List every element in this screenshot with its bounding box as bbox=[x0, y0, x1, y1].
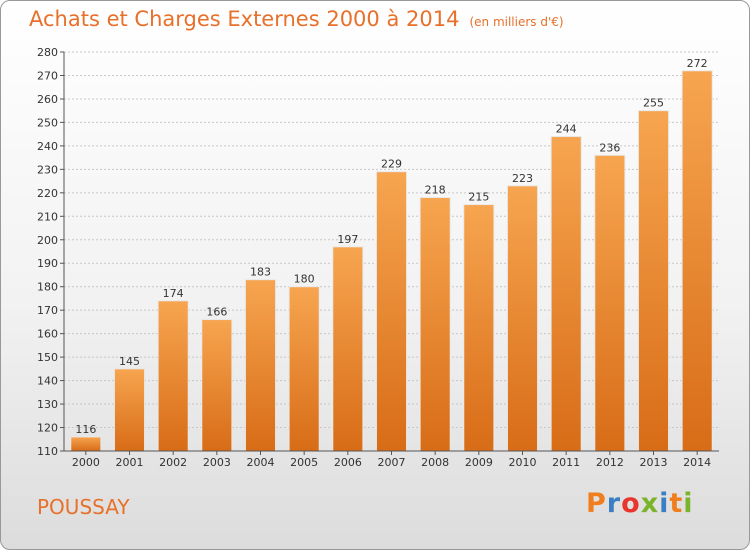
axes: 110 120 130 140 150 160 170 180 190 200 210 220 230 2… bbox=[37, 46, 719, 469]
x-tick-label: 2007 bbox=[378, 456, 406, 469]
chart-title: Achats et Charges Externes 2000 à 2014 bbox=[29, 7, 460, 31]
x-tick-label: 2000 bbox=[72, 456, 100, 469]
data-label: 180 bbox=[294, 273, 315, 286]
y-tick-label: 240 bbox=[37, 140, 58, 153]
x-tick-label: 2003 bbox=[203, 456, 231, 469]
x-tick-label: 2011 bbox=[552, 456, 580, 469]
bar-2000 bbox=[70, 436, 102, 452]
x-tick-label: 2014 bbox=[683, 456, 711, 469]
proxiti-logo: Proxiti bbox=[586, 488, 694, 519]
bar-2007 bbox=[375, 171, 408, 452]
bar-2005 bbox=[288, 286, 320, 452]
y-tick-label: 110 bbox=[37, 445, 58, 458]
bar-2011 bbox=[550, 135, 582, 452]
bar-2010 bbox=[506, 185, 539, 452]
y-tick-label: 150 bbox=[37, 351, 58, 364]
data-label: 272 bbox=[687, 57, 708, 70]
bar-2001 bbox=[113, 368, 146, 452]
bars: 116 145 174 166 183 180 197 229 218 215 223 244 236 2… bbox=[70, 57, 713, 452]
x-tick-label: 2005 bbox=[290, 456, 318, 469]
data-label: 183 bbox=[250, 266, 271, 279]
logo-letter: P bbox=[586, 488, 607, 519]
y-tick-label: 130 bbox=[37, 398, 58, 411]
bar-2003 bbox=[201, 319, 233, 452]
y-tick-label: 220 bbox=[37, 187, 58, 200]
data-label: 255 bbox=[643, 97, 664, 110]
x-tick-label: 2001 bbox=[116, 456, 144, 469]
data-label: 166 bbox=[206, 306, 227, 319]
y-tick-label: 200 bbox=[37, 234, 58, 247]
data-label: 244 bbox=[556, 122, 577, 135]
y-tick-label: 170 bbox=[37, 304, 58, 317]
y-tick-label: 230 bbox=[37, 163, 58, 176]
x-tick-label: 2004 bbox=[247, 456, 275, 469]
logo-letter: i bbox=[683, 488, 694, 519]
logo-letter: t bbox=[669, 488, 684, 519]
bar-2006 bbox=[332, 246, 364, 452]
title-row: Achats et Charges Externes 2000 à 2014 (e… bbox=[29, 7, 564, 31]
x-tick-label: 2013 bbox=[640, 456, 668, 469]
y-tick-label: 180 bbox=[37, 281, 58, 294]
bar-2013 bbox=[637, 110, 670, 452]
y-tick-label: 280 bbox=[37, 46, 58, 59]
x-tick-label: 2008 bbox=[421, 456, 449, 469]
bar-2012 bbox=[594, 154, 626, 452]
y-tick-label: 160 bbox=[37, 328, 58, 341]
logo-letter: r bbox=[606, 488, 622, 519]
y-tick-label: 190 bbox=[37, 257, 58, 270]
data-label: 215 bbox=[468, 191, 489, 204]
logo-letter: o bbox=[621, 488, 641, 519]
logo-letter: i bbox=[659, 488, 670, 519]
data-label: 116 bbox=[75, 423, 96, 436]
y-tick-label: 250 bbox=[37, 116, 58, 129]
y-tick-label: 210 bbox=[37, 210, 58, 223]
data-label: 218 bbox=[425, 184, 446, 197]
data-label: 229 bbox=[381, 158, 402, 171]
logo-letter: x bbox=[640, 488, 660, 519]
bar-2004 bbox=[244, 279, 277, 452]
bar-2008 bbox=[419, 197, 451, 452]
chart-unit: (en milliers d'€) bbox=[469, 15, 564, 29]
x-tick-label: 2006 bbox=[334, 456, 362, 469]
city-name: POUSSAY bbox=[37, 495, 130, 519]
data-label: 223 bbox=[512, 172, 533, 185]
bar-2009 bbox=[463, 204, 495, 452]
x-tick-label: 2012 bbox=[596, 456, 624, 469]
y-tick-label: 260 bbox=[37, 93, 58, 106]
x-tick-label: 2002 bbox=[159, 456, 187, 469]
bar-2014 bbox=[681, 70, 713, 452]
x-tick-label: 2010 bbox=[509, 456, 537, 469]
data-label: 236 bbox=[599, 141, 620, 154]
bar-2002 bbox=[157, 300, 189, 452]
y-tick-label: 270 bbox=[37, 69, 58, 82]
data-label: 145 bbox=[119, 355, 140, 368]
data-label: 174 bbox=[163, 287, 184, 300]
y-tick-label: 140 bbox=[37, 375, 58, 388]
data-label: 197 bbox=[337, 233, 358, 246]
x-tick-label: 2009 bbox=[465, 456, 493, 469]
y-tick-label: 120 bbox=[37, 422, 58, 435]
